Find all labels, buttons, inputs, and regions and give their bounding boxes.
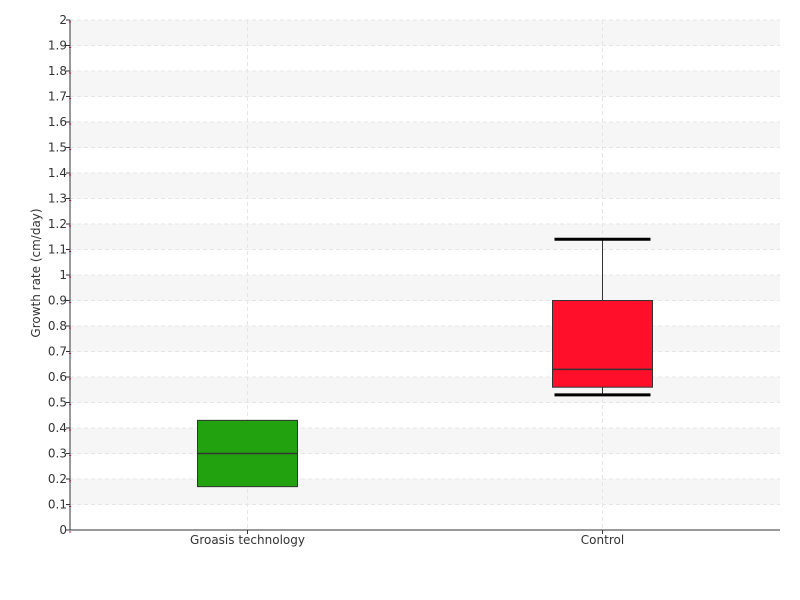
y-tick-label: 0 [59, 523, 67, 537]
background-band [70, 122, 780, 148]
y-tick-label: 1.5 [48, 141, 67, 155]
y-tick-label: 1.2 [48, 217, 67, 231]
y-axis-ticks: 0 0.1 0.2 0.3 0.4 0.5 0.6 0.7 0.8 0.9 1 1.1 1.2 1.3 1.… [48, 13, 71, 537]
y-tick-label: 2 [59, 13, 67, 27]
y-tick-label: 0.1 [48, 498, 67, 512]
x-tick-label: Control [581, 533, 624, 547]
y-tick-label: 1.1 [48, 243, 67, 257]
y-tick-label: 1.4 [48, 166, 67, 180]
y-tick-label: 0.7 [48, 345, 67, 359]
background-band [70, 377, 780, 403]
plot-background-bands [70, 20, 780, 505]
x-tick-label: Groasis technology [190, 533, 305, 547]
box-group [197, 419, 298, 488]
box-iqr [552, 300, 653, 388]
box-series [197, 237, 653, 488]
background-band [70, 224, 780, 250]
y-tick-label: 1.9 [48, 39, 67, 53]
y-tick-label: 0.4 [48, 421, 67, 435]
background-band [70, 275, 780, 301]
y-tick-label: 0.2 [48, 472, 67, 486]
y-tick-label: 0.8 [48, 319, 67, 333]
x-axis-ticks: Groasis technology Control [190, 530, 624, 547]
background-band [70, 479, 780, 505]
background-band [70, 71, 780, 97]
grid-lines [70, 19, 780, 530]
y-tick-label: 0.6 [48, 370, 67, 384]
y-tick-label: 1.8 [48, 64, 67, 78]
y-tick-label: 1.7 [48, 90, 67, 104]
y-tick-label: 1.6 [48, 115, 67, 129]
box-group [552, 237, 653, 397]
background-band [70, 428, 780, 454]
y-axis-title: Growth rate (cm/day) [29, 208, 43, 337]
y-tick-label: 0.5 [48, 396, 67, 410]
background-band [70, 20, 780, 46]
background-band [70, 326, 780, 352]
y-tick-label: 1 [59, 268, 67, 282]
y-tick-label: 1.3 [48, 192, 67, 206]
background-band [70, 173, 780, 199]
y-tick-label: 0.9 [48, 294, 67, 308]
y-tick-label: 0.3 [48, 447, 67, 461]
